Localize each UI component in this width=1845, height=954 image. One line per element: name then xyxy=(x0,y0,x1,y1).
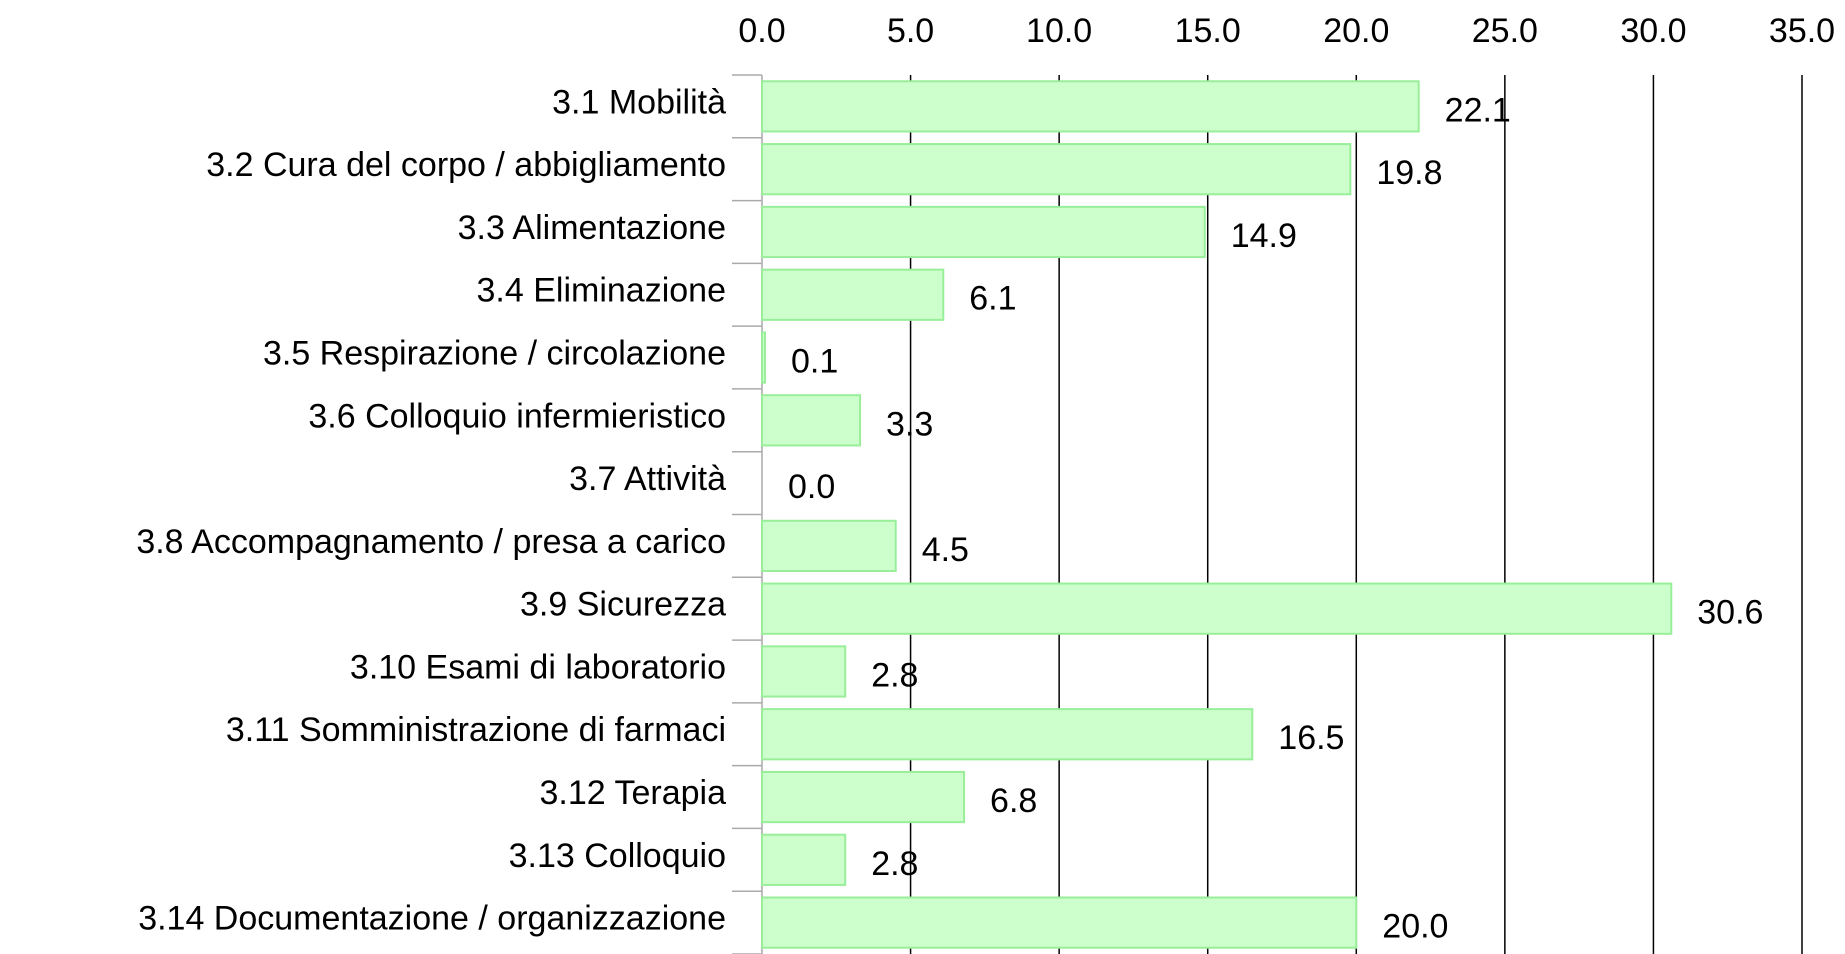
data-label: 20.0 xyxy=(1382,908,1448,946)
y-tick-label: 3.11 Somministrazione di farmaci xyxy=(226,711,726,749)
data-label: 6.8 xyxy=(990,782,1037,820)
bar xyxy=(761,582,1673,635)
y-tick-label: 3.13 Colloquio xyxy=(509,837,726,875)
bar xyxy=(761,519,897,573)
bar xyxy=(761,331,766,384)
x-tick-label: 25.0 xyxy=(1472,12,1538,50)
x-tick-label: 30.0 xyxy=(1620,12,1686,50)
bar xyxy=(761,833,847,886)
x-tick-label: 10.0 xyxy=(1026,12,1092,50)
bar xyxy=(761,143,1352,196)
data-label: 22.1 xyxy=(1445,91,1511,129)
data-label: 30.6 xyxy=(1697,594,1763,632)
data-label: 4.5 xyxy=(922,531,969,569)
y-tick-label: 3.7 Attività xyxy=(569,460,726,498)
data-label: 3.3 xyxy=(886,405,933,443)
data-label: 19.8 xyxy=(1376,154,1442,192)
y-tick-label: 3.3 Alimentazione xyxy=(458,209,726,247)
bar xyxy=(761,268,945,321)
y-tick-label: 3.12 Terapia xyxy=(539,774,726,812)
data-label: 6.1 xyxy=(969,280,1016,318)
y-tick-label: 3.5 Respirazione / circolazione xyxy=(263,335,726,373)
data-label: 0.0 xyxy=(788,468,835,506)
x-tick-label: 15.0 xyxy=(1175,12,1241,50)
bar xyxy=(761,896,1358,949)
data-label: 2.8 xyxy=(871,845,918,883)
bar xyxy=(761,80,1420,133)
y-tick-label: 3.2 Cura del corpo / abbigliamento xyxy=(206,146,726,184)
y-tick-label: 3.14 Documentazione / organizzazione xyxy=(138,900,726,938)
y-tick-label: 3.8 Accompagnamento / presa a carico xyxy=(136,523,726,561)
x-tick-label: 35.0 xyxy=(1769,12,1835,50)
data-label: 14.9 xyxy=(1231,217,1297,255)
bar xyxy=(761,770,966,824)
y-tick-label: 3.6 Colloquio infermieristico xyxy=(308,397,726,435)
x-tick-label: 5.0 xyxy=(887,12,934,50)
data-label: 0.1 xyxy=(791,343,838,381)
y-tick-label: 3.1 Mobilità xyxy=(552,83,726,121)
y-tick-label: 3.4 Eliminazione xyxy=(477,272,726,310)
bar xyxy=(761,205,1206,259)
bar xyxy=(761,708,1254,761)
data-label: 2.8 xyxy=(871,656,918,694)
bar xyxy=(761,394,862,447)
bar xyxy=(761,645,847,698)
y-tick-label: 3.10 Esami di laboratorio xyxy=(350,648,726,686)
y-tick-label: 3.9 Sicurezza xyxy=(520,586,726,624)
data-label: 16.5 xyxy=(1278,719,1344,757)
x-tick-label: 20.0 xyxy=(1323,12,1389,50)
x-tick-label: 0.0 xyxy=(738,12,785,50)
